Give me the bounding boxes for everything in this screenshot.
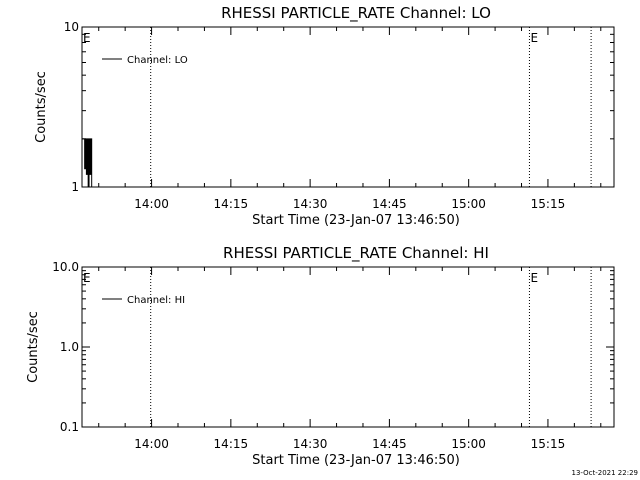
series-line (82, 138, 93, 188)
event-marker-label: E (530, 271, 538, 285)
x-tick-label: 15:15 (531, 197, 566, 211)
x-tick-label: 14:30 (293, 437, 328, 451)
x-tick-label: 14:00 (134, 197, 169, 211)
x-tick-label: 14:00 (134, 437, 169, 451)
footer-timestamp: 13-Oct-2021 22:29 (572, 469, 638, 477)
x-tick-label: 14:45 (372, 437, 407, 451)
y-tick-label: 0.1 (60, 420, 79, 434)
x-tick-label: 14:30 (293, 197, 328, 211)
plot-frame (81, 26, 615, 188)
event-marker-label: E (530, 31, 538, 45)
x-tick-label: 14:15 (214, 197, 249, 211)
event-marker-label: E (83, 271, 91, 285)
y-tick-label: 10.0 (52, 260, 79, 274)
chart-title: RHESSI PARTICLE_RATE Channel: HI (223, 244, 489, 263)
chart-title: RHESSI PARTICLE_RATE Channel: LO (221, 4, 491, 23)
x-tick-label: 14:15 (214, 437, 249, 451)
x-axis-label: Start Time (23-Jan-07 13:46:50) (252, 213, 460, 228)
legend-label: Channel: LO (127, 55, 188, 66)
panel-hi: RHESSI PARTICLE_RATE Channel: HI Counts/s… (26, 244, 615, 468)
panel-lo: RHESSI PARTICLE_RATE Channel: LO Counts/s… (34, 4, 615, 228)
y-tick-label: 10 (64, 20, 79, 34)
x-tick-label: 14:45 (372, 197, 407, 211)
y-axis-label: Counts/sec (34, 71, 49, 143)
y-axis-label: Counts/sec (26, 311, 41, 383)
x-tick-label: 15:15 (531, 437, 566, 451)
y-tick-label: 1 (71, 180, 79, 194)
x-tick-label: 15:00 (451, 437, 486, 451)
y-tick-label: 1.0 (60, 340, 79, 354)
x-tick-label: 15:00 (451, 197, 486, 211)
plot-frame (81, 266, 615, 428)
event-marker-label: E (83, 31, 91, 45)
legend-label: Channel: HI (127, 295, 185, 306)
x-axis-label: Start Time (23-Jan-07 13:46:50) (252, 453, 460, 468)
